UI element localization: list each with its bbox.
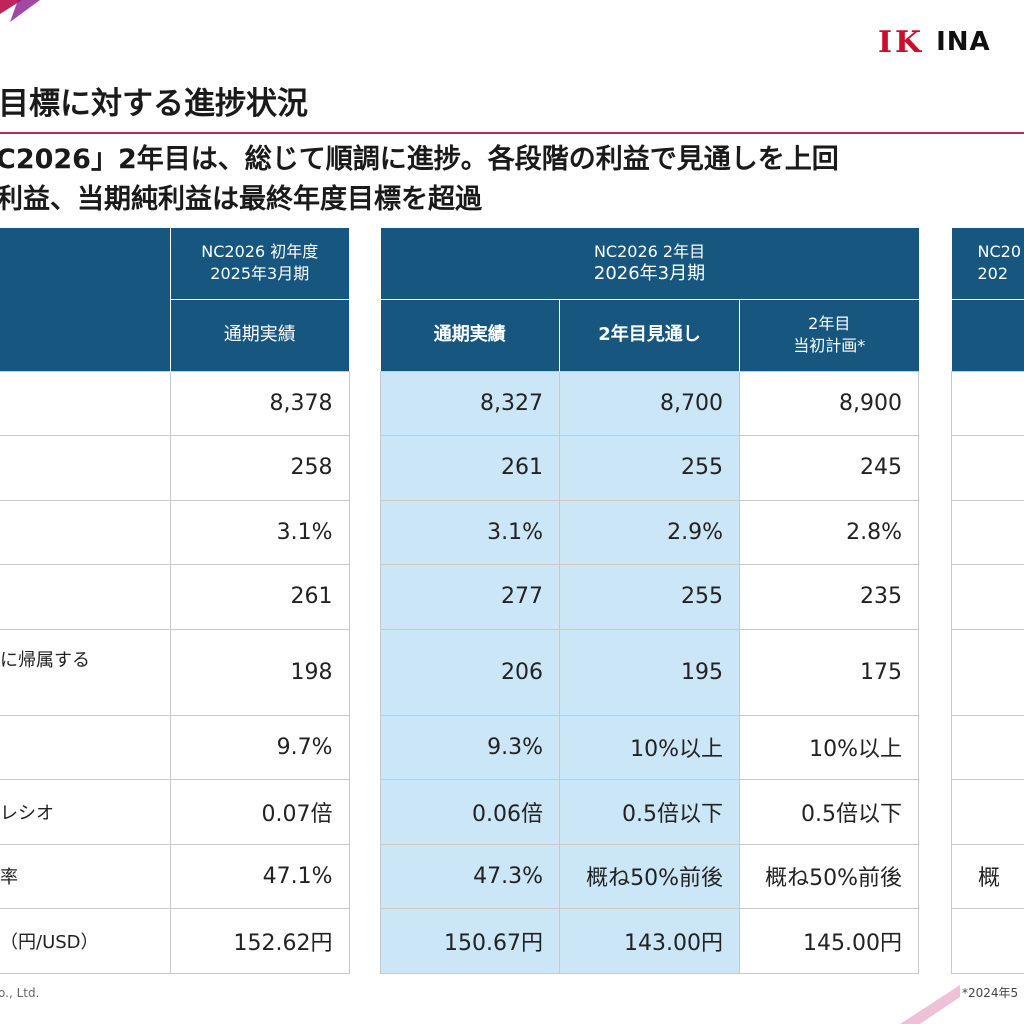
- footnote-text: *2024年5: [962, 986, 1019, 1000]
- table-cell: [951, 907, 1024, 974]
- fy3-col-header: [951, 298, 1024, 371]
- company-logo: IK INA: [878, 24, 991, 60]
- table-cell: 9.7%: [169, 714, 350, 780]
- table-cell: 2.8%: [738, 499, 920, 565]
- table-cell: 2.9%: [559, 499, 740, 565]
- fy2-header: NC2026 2年目 2026年3月期: [380, 228, 919, 299]
- table-cell: 150.67円: [380, 907, 560, 974]
- title-divider: [0, 132, 1024, 134]
- fy3-header: NC20 202: [951, 228, 1024, 299]
- row-label: [0, 434, 171, 501]
- lead-line-2: 利益、当期純利益は最終年度目標を超過: [0, 184, 482, 215]
- fy2-col-actual: 通期実績: [380, 298, 560, 371]
- lead-text: C2026」2年目は、総じて順調に進捗。各段階の利益で見通しを上回 利益、当期純…: [0, 140, 839, 220]
- label-header-cell: [0, 228, 170, 371]
- table-cell: 206: [380, 628, 560, 716]
- table-cell: 8,378: [169, 370, 350, 436]
- row-label: 率: [0, 843, 171, 909]
- table-cell: 175: [738, 628, 920, 716]
- corner-decoration-icon: [0, 0, 40, 22]
- results-table-fy1: NC2026 初年度 2025年3月期 通期実績 8,378 258 3.1% …: [0, 228, 350, 974]
- table-cell: 0.5倍以下: [559, 778, 740, 845]
- table-cell: [951, 434, 1024, 501]
- table-cell: 10%以上: [559, 714, 740, 780]
- row-label: [0, 563, 171, 630]
- row-label: （円/USD）: [0, 907, 171, 974]
- row-label: [0, 370, 171, 436]
- table-cell: 145.00円: [738, 907, 920, 974]
- table-cell: 3.1%: [380, 499, 560, 565]
- results-table-fy2: NC2026 2年目 2026年3月期 通期実績 2年目見通し 2年目 当初計画…: [380, 228, 920, 974]
- table-cell: 152.62円: [169, 907, 350, 974]
- table-cell: [951, 778, 1024, 845]
- table-cell: 195: [559, 628, 740, 716]
- table-cell: [951, 370, 1024, 436]
- table-cell: 9.3%: [380, 714, 560, 780]
- table-cell: 概ね50%前後: [559, 843, 740, 909]
- table-cell: [951, 563, 1024, 630]
- logo-text: INA: [936, 27, 991, 57]
- row-label: レシオ: [0, 778, 171, 845]
- table-cell: 258: [169, 434, 350, 501]
- table-cell: [951, 714, 1024, 780]
- results-table-fy3-partial: NC20 202 概: [951, 228, 1024, 974]
- table-cell: 3.1%: [169, 499, 350, 565]
- row-label: [0, 499, 171, 565]
- table-cell: 47.1%: [169, 843, 350, 909]
- table-cell: 8,900: [738, 370, 920, 436]
- table-cell: 245: [738, 434, 920, 501]
- table-cell: 143.00円: [559, 907, 740, 974]
- row-label: に帰属する: [0, 628, 171, 716]
- fy1-header: NC2026 初年度 2025年3月期: [169, 228, 349, 299]
- logo-mark: IK: [878, 24, 925, 60]
- table-cell: 47.3%: [380, 843, 560, 909]
- fy2-col-initial-plan: 2年目 当初計画*: [738, 298, 919, 371]
- table-cell: 0.07倍: [169, 778, 350, 845]
- table-cell: 10%以上: [738, 714, 920, 780]
- row-label: [0, 714, 171, 780]
- table-cell: [951, 628, 1024, 716]
- table-cell: 8,327: [380, 370, 560, 436]
- table-cell: 8,700: [559, 370, 740, 436]
- table-cell: 概ね50%前後: [738, 843, 920, 909]
- fy1-col-header: 通期実績: [169, 298, 349, 371]
- fy2-col-forecast: 2年目見通し: [559, 298, 740, 371]
- table-cell: 277: [380, 563, 560, 630]
- copyright-text: o., Ltd.: [0, 986, 40, 1000]
- corner-decoration-icon: [900, 985, 960, 1024]
- table-cell: 255: [559, 434, 740, 501]
- table-cell: 255: [559, 563, 740, 630]
- table-cell: 261: [169, 563, 350, 630]
- table-cell: 0.5倍以下: [738, 778, 920, 845]
- table-cell: 概: [951, 843, 1024, 909]
- lead-line-1: C2026」2年目は、総じて順調に進捗。各段階の利益で見通しを上回: [0, 144, 839, 175]
- table-cell: 261: [380, 434, 560, 501]
- table-cell: 198: [169, 628, 350, 716]
- table-cell: 0.06倍: [380, 778, 560, 845]
- table-cell: [951, 499, 1024, 565]
- page-title: 目標に対する進捗状況: [0, 86, 308, 122]
- table-cell: 235: [738, 563, 920, 630]
